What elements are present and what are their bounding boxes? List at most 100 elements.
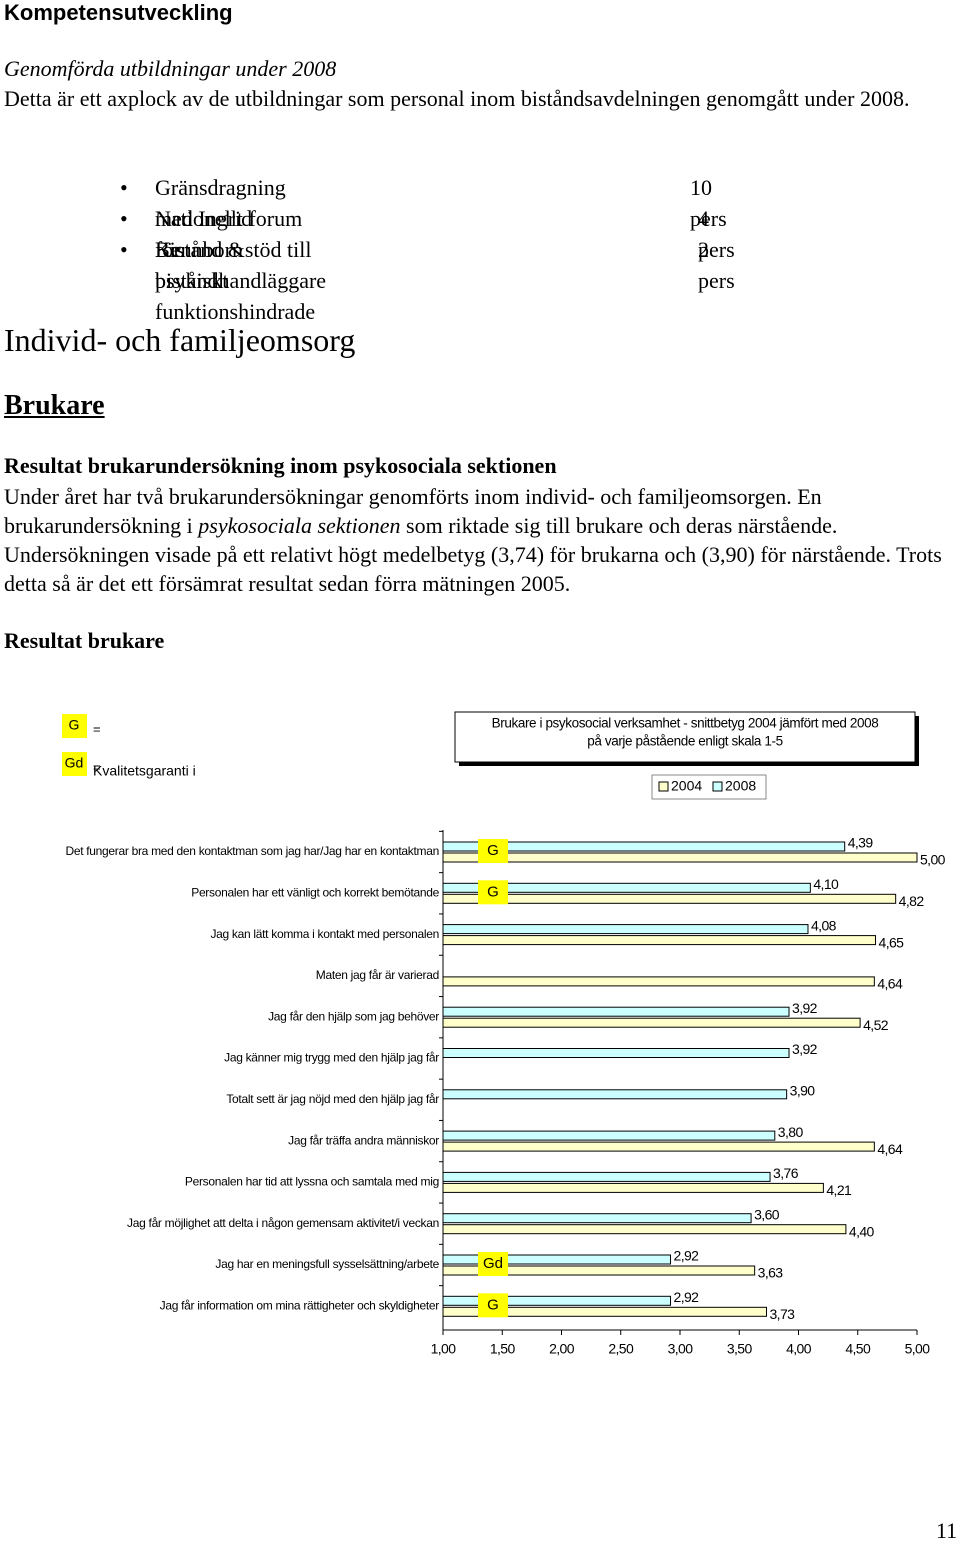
bar	[442, 1017, 861, 1028]
value-label: 2,92	[674, 1289, 700, 1305]
item-count: 10 pers	[690, 175, 727, 231]
bar	[442, 1089, 788, 1100]
key-text: =	[93, 721, 101, 736]
result-heading: Resultat brukare	[4, 628, 165, 653]
category-label: Jag får träffa andra människor	[288, 1133, 439, 1147]
list-item: • Gränsdragning med Ingrid Kennborn 10 pe…	[120, 172, 727, 262]
legend-box	[651, 774, 767, 800]
legend-label: 2004	[671, 778, 702, 794]
category-label: Jag har en meningsfull sysselsättning/ar…	[215, 1257, 439, 1271]
section-heading: Individ- och familjeomsorg	[4, 322, 356, 358]
marker-code: G	[487, 1296, 499, 1313]
category-label: Det fungerar bra med den kontaktman som …	[65, 844, 439, 858]
key-swatch	[62, 714, 87, 738]
x-tick-label: 1,00	[431, 1341, 457, 1357]
paragraph: Under året har två brukarundersökningar …	[4, 482, 956, 598]
x-tick-label: 3,00	[668, 1341, 694, 1357]
list-item: • Nationellt forum för biståndhandläggar…	[120, 203, 735, 293]
category-label: Maten jag får är varierad	[316, 968, 439, 982]
bar	[442, 852, 918, 863]
category-label: Jag kan lätt komma i kontakt med persona…	[210, 927, 439, 941]
bar	[442, 1171, 771, 1182]
marker-box	[478, 880, 508, 905]
x-tick-label: 2,00	[549, 1341, 575, 1357]
legend-swatch	[658, 781, 669, 792]
page-title: Kompetensutveckling	[4, 0, 233, 25]
item-label: Nationellt forum för biståndhandläggare	[155, 206, 327, 293]
value-label: 4,65	[879, 934, 905, 950]
category-label: Jag får den hjälp som jag behöver	[268, 1009, 439, 1023]
item-count: 4 pers	[698, 206, 735, 262]
key-note: Kvalitetsgaranti i	[93, 763, 196, 779]
list-item: • Bistånd &stöd till psykiskt funktionsh…	[120, 234, 735, 324]
marker-code: Gd	[483, 1255, 503, 1272]
legend-swatch	[712, 781, 723, 792]
bar	[442, 976, 875, 987]
value-label: 4,64	[877, 1141, 903, 1157]
value-label: 4,82	[899, 893, 925, 909]
bar	[442, 882, 811, 893]
section-title: Resultat brukarundersökning inom psykoso…	[4, 453, 557, 478]
value-label: 5,00	[920, 852, 946, 868]
chart-subtitle: på varje påstående enligt skala 1-5	[587, 734, 782, 749]
x-tick-label: 1,50	[490, 1341, 516, 1357]
x-tick-label: 3,50	[727, 1341, 753, 1357]
text: som riktade sig till brukare och deras n…	[4, 513, 942, 596]
legend-label: 2008	[725, 778, 756, 794]
bar	[442, 1265, 756, 1276]
title-box	[454, 711, 916, 763]
x-tick-label: 4,50	[845, 1341, 871, 1357]
item-label: Bistånd &stöd till psykiskt funktionshin…	[155, 237, 316, 324]
bar	[442, 1254, 672, 1265]
training-list: • Gränsdragning med Ingrid Kennborn 10 pe…	[120, 172, 735, 324]
bar	[442, 1182, 824, 1193]
value-label: 3,76	[773, 1165, 799, 1181]
x-tick-label: 5,00	[905, 1341, 931, 1357]
category-label: Jag känner mig trygg med den hjälp jag f…	[224, 1051, 439, 1065]
bar	[442, 935, 877, 946]
value-label: 4,21	[826, 1182, 852, 1198]
value-label: 3,90	[790, 1083, 816, 1099]
category-label: Personalen har ett vänligt och korrekt b…	[191, 885, 439, 899]
bar	[442, 1141, 875, 1152]
text: Under året har två brukarundersökningar …	[4, 484, 822, 538]
bar	[442, 1130, 776, 1141]
bar	[442, 1224, 847, 1235]
bar	[442, 1213, 752, 1224]
value-label: 3,92	[792, 1000, 818, 1016]
category-label: Jag får information om mina rättigheter …	[160, 1298, 440, 1312]
value-label: 4,10	[813, 876, 839, 892]
text: psykosociala sektionen	[198, 513, 401, 538]
value-label: 2,92	[674, 1248, 700, 1264]
value-label: 4,64	[877, 976, 903, 992]
marker-code: G	[487, 842, 499, 859]
marker-code: G	[487, 883, 499, 900]
category-label: Totalt sett är jag nöjd med den hjälp ja…	[226, 1092, 439, 1106]
item-count: 2 pers	[698, 237, 735, 293]
value-label: 4,52	[863, 1017, 889, 1033]
bar	[442, 1048, 790, 1058]
marker-box	[478, 1252, 508, 1276]
key-code: Gd	[65, 755, 84, 771]
subtitle: Genomförda utbildningar under 2008	[4, 56, 337, 81]
section-subheading: Brukare	[4, 390, 105, 421]
value-label: 3,60	[754, 1206, 780, 1222]
page-number: 11	[936, 1518, 958, 1543]
marker-box	[478, 1293, 508, 1318]
item-label: Gränsdragning med Ingrid Kennborn	[155, 175, 286, 262]
value-label: 4,40	[849, 1223, 875, 1239]
value-label: 3,63	[758, 1265, 784, 1281]
value-label: 3,73	[770, 1306, 796, 1322]
bar	[442, 1306, 768, 1317]
key-text: =	[93, 759, 101, 774]
bar	[442, 841, 846, 852]
bar	[442, 893, 897, 904]
category-label: Personalen har tid att lyssna och samtal…	[185, 1175, 439, 1189]
x-tick-label: 4,00	[786, 1341, 812, 1357]
intro-text: Detta är ett axplock av de utbildningar …	[4, 86, 910, 111]
value-label: 3,92	[792, 1041, 818, 1057]
value-label: 3,80	[778, 1124, 804, 1140]
x-tick-label: 2,50	[608, 1341, 634, 1357]
bar	[442, 924, 809, 935]
